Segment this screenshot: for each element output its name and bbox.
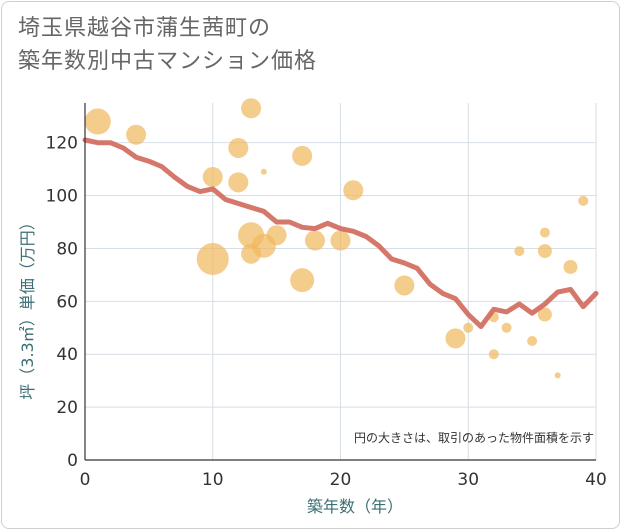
chart-title-line-1: 埼玉県越谷市蒲生茜町の [18,16,272,41]
data-bubble [84,108,111,135]
data-bubble [501,322,512,333]
data-bubble [578,195,589,206]
data-bubble [343,180,364,201]
y-axis-label: 坪（3.3㎡）単価（万円） [18,214,37,399]
chart-title: 埼玉県越谷市蒲生茜町の 築年数別中古マンション価格 [18,12,317,78]
y-tick-label: 100 [46,187,78,207]
data-bubble [488,349,499,360]
data-bubble [241,98,262,119]
data-bubble [126,124,147,145]
data-bubble [304,230,325,251]
bubble-series [84,98,589,379]
x-axis-label: 築年数（年） [307,497,403,516]
data-bubble [463,322,474,333]
data-bubble [445,328,466,349]
grid-lines [85,103,597,460]
data-bubble [537,244,552,259]
data-bubble [527,336,538,346]
data-bubble [514,246,525,257]
data-bubble [537,307,552,322]
x-tick-label: 0 [80,470,91,490]
axes [84,103,596,461]
data-bubble [202,167,223,188]
data-bubble [563,259,578,274]
x-tick-label: 40 [585,470,607,490]
data-bubble [228,137,249,158]
chart-title-line-2: 築年数別中古マンション価格 [18,49,318,74]
y-tick-label: 80 [56,239,78,259]
bubble-size-note: 円の大きさは、取引のあった物件面積を示す [354,430,594,445]
data-bubble [292,145,313,166]
y-tick-label: 120 [46,134,78,154]
y-tick-label: 60 [56,292,78,312]
tick-labels: 0 20 40 60 80 100 120 0 10 20 30 40 [46,134,607,490]
data-bubble [196,243,229,276]
data-bubble [539,227,550,238]
data-bubble [260,168,267,175]
data-bubble [554,372,561,379]
data-bubble [330,230,351,251]
trend-line-series [82,137,599,329]
data-bubble [228,172,249,193]
y-tick-label: 20 [56,398,78,418]
data-bubble [290,268,315,293]
data-bubble [266,225,287,246]
x-tick-label: 30 [457,470,479,490]
y-tick-label: 40 [56,345,78,365]
trend-line [82,137,599,329]
y-tick-label: 0 [67,451,78,471]
x-tick-label: 20 [330,470,352,490]
data-bubble [394,275,415,296]
x-tick-label: 10 [202,470,224,490]
